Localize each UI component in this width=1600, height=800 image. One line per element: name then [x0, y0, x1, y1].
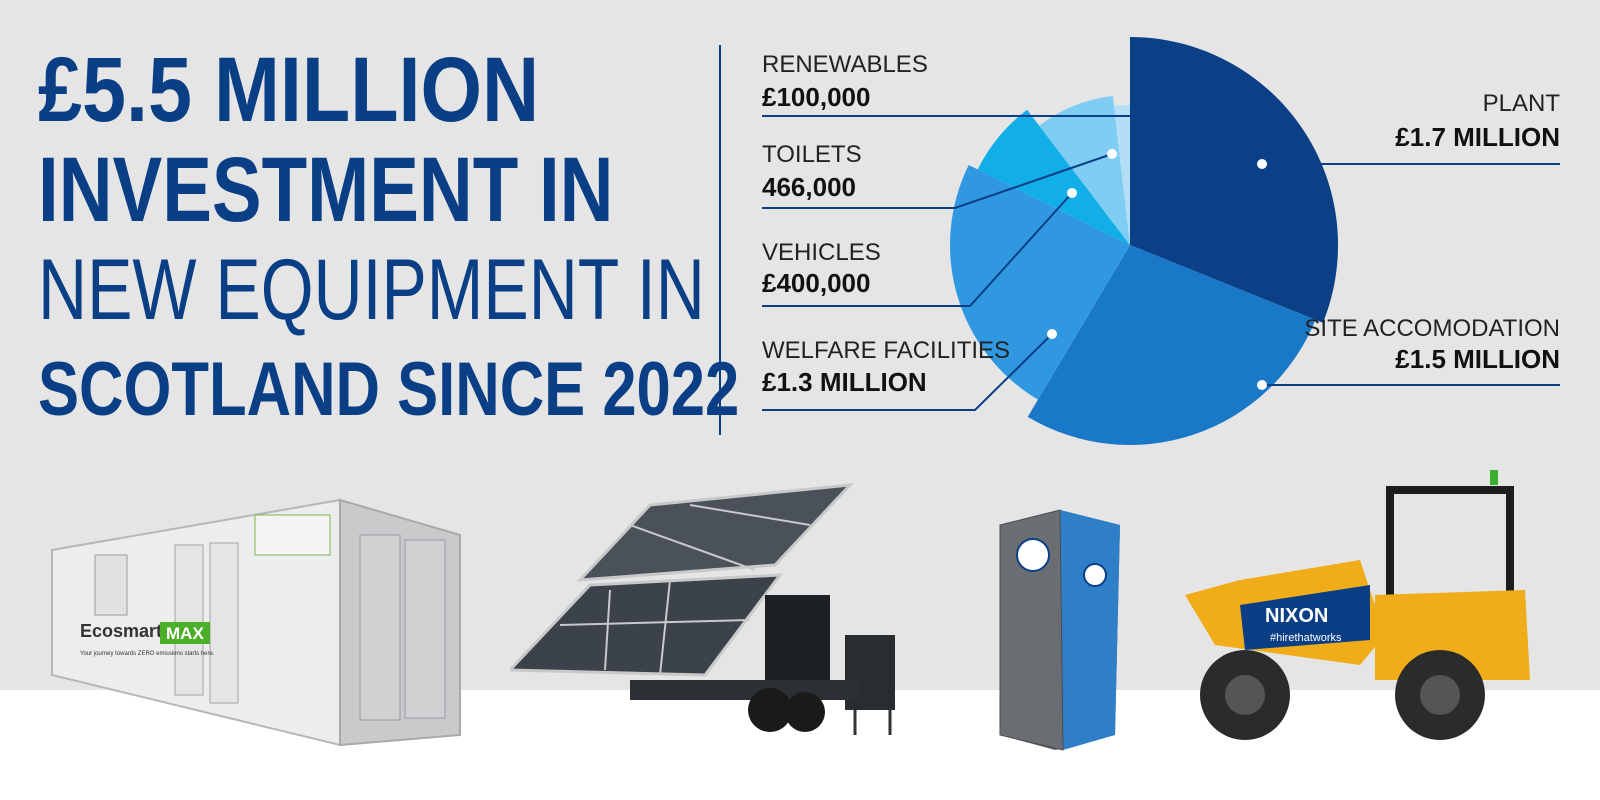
dot-site-accomodation	[1257, 380, 1267, 390]
cabin-brand-text: Ecosmart	[80, 621, 162, 641]
dumper-brand-text: NIXON	[1265, 605, 1328, 627]
leader-renewables	[762, 115, 1150, 146]
dumper-image: NIXON #hirethatworks	[1185, 470, 1530, 740]
site-cabin-image: Ecosmart MAX Your journey towards ZERO e…	[51, 498, 461, 747]
headline-line-1: £5.5 MILLION	[38, 39, 540, 141]
dumper-hashtag-text: #hirethatworks	[1270, 632, 1342, 644]
vertical-divider	[719, 45, 721, 435]
toilet-logo	[1016, 538, 1050, 572]
headline-line-2: INVESTMENT IN	[38, 139, 614, 241]
label-toilets-name: TOILETS	[762, 141, 862, 168]
cabin-tagline: Your journey towards ZERO emissions star…	[80, 651, 215, 657]
headline: £5.5 MILLION INVESTMENT IN NEW EQUIPMENT…	[38, 39, 739, 440]
pie-slice-plant	[1130, 37, 1338, 323]
dot-plant	[1257, 159, 1267, 169]
label-renewables-value: £100,000	[762, 82, 870, 112]
label-vehicles-value: £400,000	[762, 268, 870, 298]
pie-labels: PLANT £1.7 MILLION SITE ACCOMODATION £1.…	[762, 51, 1561, 411]
cabin-model-text: MAX	[166, 624, 204, 643]
label-plant-value: £1.7 MILLION	[1395, 122, 1560, 152]
pie-slice-toilets	[1039, 95, 1130, 245]
label-site-accomodation-name: SITE ACCOMODATION	[1304, 315, 1560, 342]
cabin-max-badge	[160, 622, 210, 644]
dot-vehicles	[1067, 188, 1077, 198]
dot-toilets	[1107, 149, 1117, 159]
portable-toilet-image	[999, 509, 1120, 751]
leader-toilets	[762, 153, 1113, 209]
label-vehicles-name: VEHICLES	[762, 239, 881, 266]
pie-slices	[950, 37, 1338, 445]
dot-welfare-facilities	[1047, 329, 1057, 339]
label-renewables-name: RENEWABLES	[762, 51, 928, 78]
pie-slice-renewables	[1113, 105, 1130, 245]
solar-trailer-image	[510, 483, 895, 735]
pie-slice-vehicles	[977, 109, 1130, 245]
pie-slice-welfare-facilities	[950, 165, 1130, 400]
leader-vehicles	[762, 192, 1073, 307]
pie-slice-site-accomodation	[1027, 245, 1316, 445]
label-site-accomodation-value: £1.5 MILLION	[1395, 344, 1560, 374]
label-welfare-facilities-name: WELFARE FACILITIES	[762, 337, 1010, 364]
label-plant-name: PLANT	[1483, 90, 1561, 117]
dumper-panel	[1240, 585, 1370, 650]
leader-welfare-facilities	[762, 333, 1053, 411]
pie-chart: PLANT £1.7 MILLION SITE ACCOMODATION £1.…	[762, 37, 1561, 445]
label-welfare-facilities-value: £1.3 MILLION	[762, 367, 927, 397]
label-toilets-value: 466,000	[762, 172, 856, 202]
